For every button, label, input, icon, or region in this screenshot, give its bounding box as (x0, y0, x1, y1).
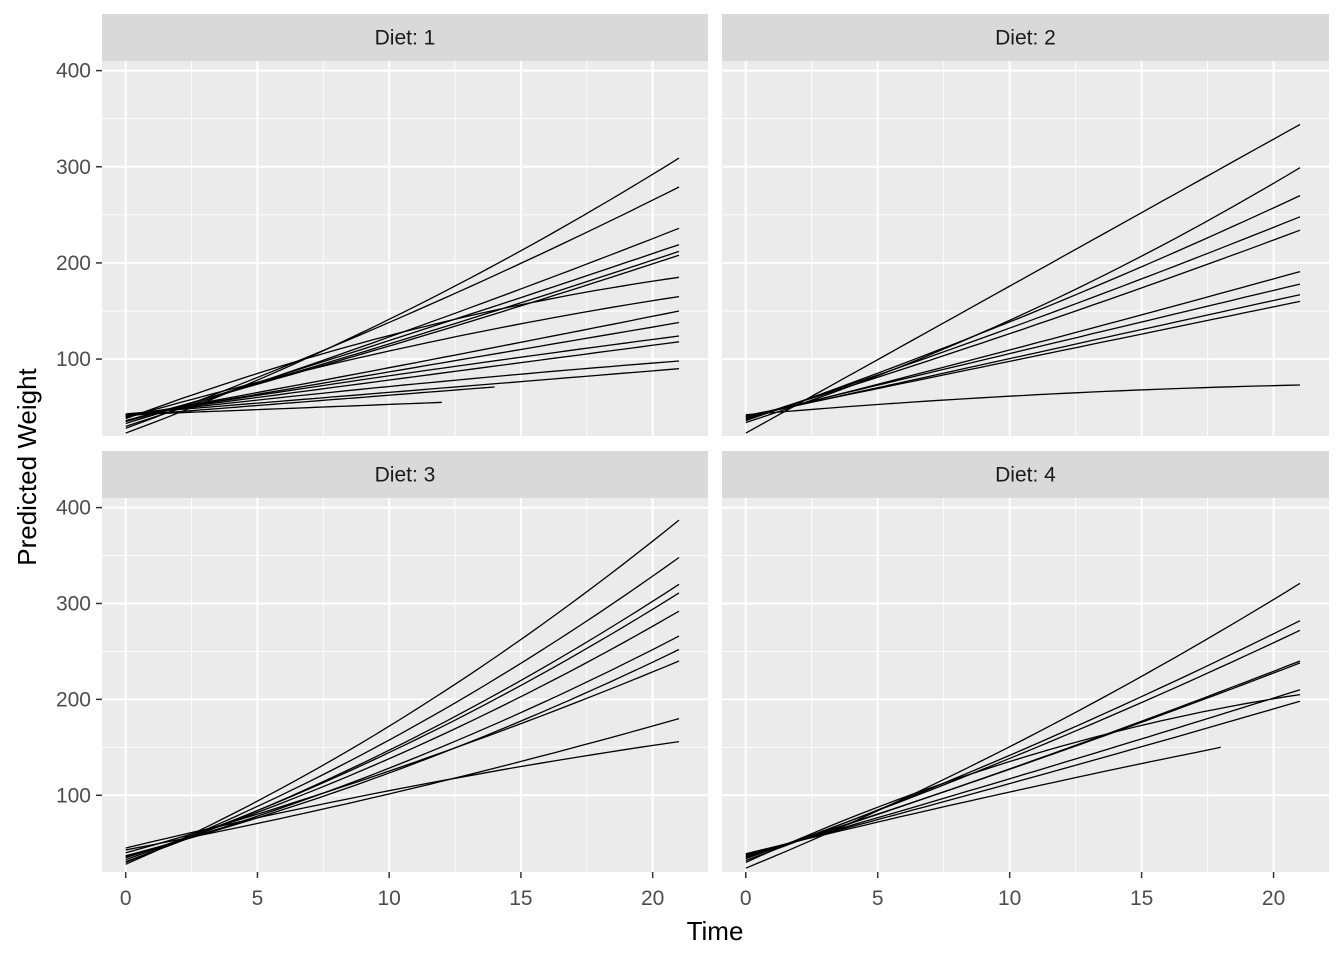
facet-strip (722, 451, 1329, 498)
y-axis-title: Predicted Weight (12, 367, 42, 565)
panel-diet-4: Diet: 4 0 5 10 15 20 (722, 451, 1329, 910)
series-line-6 (125, 635, 680, 858)
series-line-13 (125, 360, 680, 416)
series-line-9 (125, 310, 680, 418)
x-tick-label: 0 (740, 887, 752, 910)
series-line-4 (745, 216, 1301, 421)
series-line-7 (125, 648, 680, 857)
series-line-2 (125, 556, 680, 864)
series-line-3 (745, 629, 1301, 860)
series-line-7 (125, 276, 680, 420)
panel-diet-3: Diet: 3 100 200 300 400 0 5 10 15 20 (56, 451, 708, 910)
series-line-6 (745, 693, 1301, 863)
facet-label: Diet: 4 (995, 464, 1056, 487)
panel-background (722, 61, 1329, 436)
series-line-5 (745, 229, 1301, 420)
series-line-7 (745, 283, 1301, 418)
y-tick-label: 200 (56, 252, 91, 275)
series-line-9 (745, 746, 1221, 855)
y-tick-label: 200 (56, 688, 91, 711)
series-line-3 (745, 195, 1301, 422)
series-line-1 (745, 123, 1301, 434)
series-line-10 (125, 740, 680, 849)
series-line-12 (125, 341, 680, 416)
series-line-15 (125, 386, 495, 417)
y-tick-label: 300 (56, 592, 91, 615)
facet-strip (102, 451, 708, 498)
facet-label: Diet: 3 (375, 464, 436, 487)
y-tick-label: 100 (56, 784, 91, 807)
series-line-2 (745, 167, 1301, 424)
panel-diet-2: Diet: 2 (722, 14, 1329, 436)
x-tick-label: 5 (252, 887, 264, 910)
series-line-9 (745, 300, 1301, 417)
y-tick-label: 400 (56, 497, 91, 520)
y-tick-label: 300 (56, 156, 91, 179)
facet-strip (722, 14, 1329, 61)
x-tick-label: 15 (509, 887, 532, 910)
series-line-14 (125, 368, 680, 415)
series-line-1 (125, 519, 680, 865)
panel-background (722, 498, 1329, 872)
x-tick-label: 15 (1130, 887, 1153, 910)
y-tick-label: 400 (56, 60, 91, 83)
series-line-9 (125, 717, 680, 851)
series-line-6 (125, 254, 680, 422)
series-line-8 (745, 700, 1301, 856)
series-line-16 (125, 401, 442, 416)
panel-background (102, 498, 708, 872)
series-line-8 (125, 295, 680, 419)
facet-label: Diet: 2 (995, 27, 1056, 50)
series-line-11 (125, 335, 680, 417)
x-tick-label: 5 (872, 887, 884, 910)
x-tick-label: 20 (1262, 887, 1285, 910)
x-tick-label: 10 (378, 887, 401, 910)
panel-background (102, 61, 708, 436)
x-axis-title: Time (687, 916, 744, 946)
x-tick-label: 20 (641, 887, 664, 910)
y-tick-label: 100 (56, 348, 91, 371)
series-line-7 (745, 689, 1301, 857)
panel-diet-1: Diet: 1 100 200 300 400 (56, 14, 708, 436)
facet-strip (102, 14, 708, 61)
x-tick-label: 0 (120, 887, 132, 910)
x-tick-label: 10 (998, 887, 1021, 910)
facet-label: Diet: 1 (375, 27, 436, 50)
series-line-5 (745, 662, 1301, 858)
series-line-10 (745, 384, 1301, 416)
